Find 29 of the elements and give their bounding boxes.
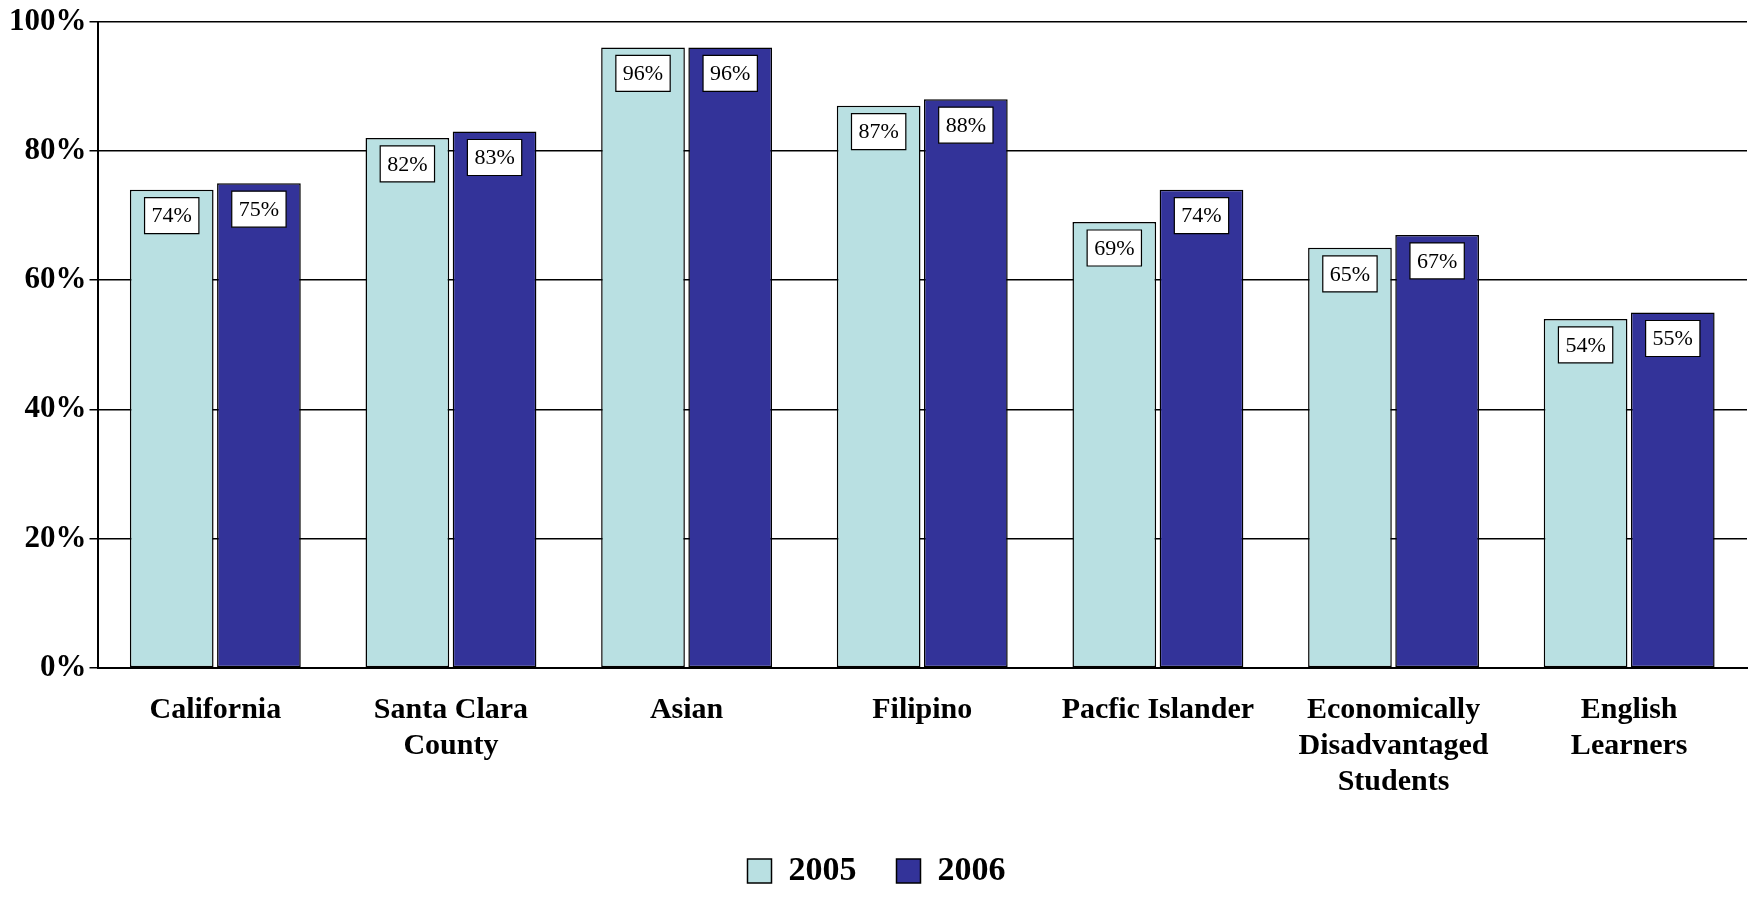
- data-label: 65%: [1329, 260, 1371, 286]
- data-label: 55%: [1652, 325, 1693, 351]
- y-tick-label: 40%: [24, 389, 87, 425]
- x-tick-label: California: [149, 690, 282, 724]
- x-tick-label: English Learners: [1570, 690, 1688, 760]
- legend-label: 2006: [937, 849, 1006, 887]
- x-tick-label: Economically Disadvantaged Students: [1298, 690, 1489, 796]
- data-label: 96%: [710, 60, 751, 86]
- data-label: 87%: [858, 118, 899, 144]
- data-label: 69%: [1094, 234, 1135, 260]
- data-label: 83%: [474, 144, 515, 170]
- data-label: 88%: [945, 111, 987, 137]
- x-tick-label: Santa Clara County: [373, 690, 529, 760]
- data-label: 67%: [1416, 247, 1458, 273]
- data-label: 74%: [1181, 202, 1222, 228]
- y-tick-label: 20%: [24, 518, 87, 554]
- data-label: 82%: [387, 150, 428, 176]
- y-tick-label: 100%: [9, 1, 87, 37]
- data-label: 75%: [238, 195, 280, 221]
- x-tick-label: Pacfic Islander: [1061, 690, 1255, 724]
- y-tick-label: 80%: [24, 130, 87, 166]
- y-tick-label: 0%: [40, 648, 87, 684]
- x-tick-label: Filipino: [872, 690, 973, 724]
- x-tick-label: Asian: [649, 690, 724, 724]
- data-label: 96%: [622, 60, 664, 86]
- legend-label: 2005: [788, 849, 857, 887]
- data-label: 74%: [151, 202, 192, 228]
- y-tick-label: 60%: [24, 260, 87, 296]
- data-label: 54%: [1565, 331, 1606, 357]
